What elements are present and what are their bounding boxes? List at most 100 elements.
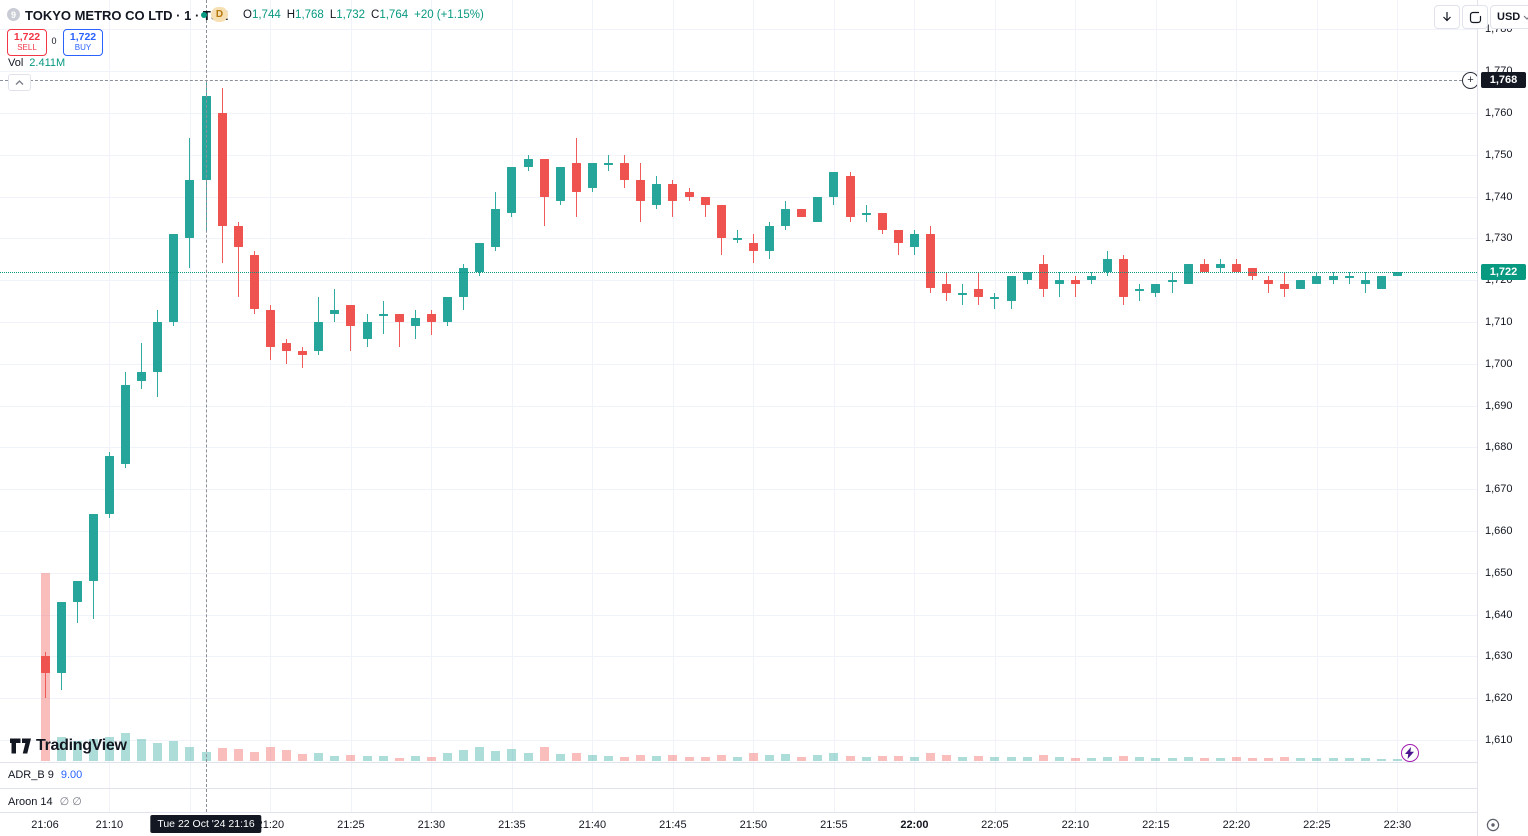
candle xyxy=(185,179,195,239)
volume-bar xyxy=(491,751,501,761)
candle-wick xyxy=(463,263,465,310)
volume-bar xyxy=(507,749,517,761)
candle xyxy=(298,351,308,356)
volume-bar xyxy=(1183,757,1193,761)
candle-wick xyxy=(205,79,207,231)
volume-bar xyxy=(620,757,630,761)
candle xyxy=(121,384,130,465)
candle xyxy=(1312,276,1322,285)
volume-bar xyxy=(346,755,356,761)
candle xyxy=(1087,276,1096,281)
go-to-realtime-icon[interactable] xyxy=(1486,818,1500,832)
candle-wick xyxy=(1042,255,1044,297)
candle xyxy=(813,196,823,222)
market-status-dot-icon xyxy=(201,12,207,18)
candle-wick xyxy=(640,163,642,222)
volume-bar xyxy=(990,757,1000,761)
sell-button[interactable]: 1,722 SELL xyxy=(7,29,47,56)
volume-bar xyxy=(475,747,485,761)
volume-bar xyxy=(443,753,452,761)
time-gridline xyxy=(753,0,755,812)
ohlc-readout: O1,744 H1,768 L1,732 C1,764 +20 (+1.15%) xyxy=(243,9,484,21)
collapse-legend-button[interactable] xyxy=(8,74,31,91)
tradingview-logo-icon xyxy=(10,738,31,754)
volume-bar xyxy=(137,739,147,761)
candle xyxy=(346,305,356,327)
candle-wick xyxy=(559,167,561,205)
candle-wick xyxy=(688,188,690,201)
candle xyxy=(426,313,436,322)
fullscreen-button[interactable] xyxy=(1462,5,1488,29)
candle-wick xyxy=(76,581,78,623)
indicator-aroon-row[interactable]: Aroon 14 ∅ ∅ xyxy=(8,795,82,808)
candle-wick xyxy=(624,154,626,189)
candle-wick xyxy=(897,230,899,256)
price-tick-label: 1,680 xyxy=(1485,441,1513,454)
candle xyxy=(990,296,1000,299)
candle-wick xyxy=(1155,284,1157,297)
price-gridline xyxy=(0,740,1477,741)
candle xyxy=(571,163,581,193)
candle xyxy=(942,284,952,293)
time-gridline xyxy=(672,0,674,812)
candle xyxy=(555,167,565,201)
candle xyxy=(282,342,291,352)
volume-bar xyxy=(1167,758,1177,761)
symbol-title[interactable]: TOKYO METRO CO LTD · 1 · TSE xyxy=(25,8,229,23)
candle xyxy=(587,163,597,189)
volume-bar xyxy=(813,755,823,761)
price-tick-label: 1,740 xyxy=(1485,190,1513,203)
price-gridline xyxy=(0,322,1477,323)
volume-bar xyxy=(1199,758,1209,761)
candle-wick xyxy=(237,221,239,297)
candle-wick xyxy=(141,342,143,389)
candle xyxy=(169,234,179,322)
volume-bar xyxy=(974,756,984,761)
volume-bar xyxy=(233,749,243,761)
candle-wick xyxy=(125,372,126,469)
candle xyxy=(410,317,420,327)
candle-wick xyxy=(994,292,996,310)
price-gridline xyxy=(0,363,1477,365)
candle-wick xyxy=(430,309,432,335)
volume-bar xyxy=(909,757,919,761)
time-tick-label: 21:50 xyxy=(739,819,768,831)
candle-wick xyxy=(785,200,787,231)
time-axis[interactable]: 21:06 21:10 21:20 21:25 21:30 21:35 21:40 21:45… xyxy=(0,812,1528,836)
volume-bar xyxy=(185,747,195,761)
pane-divider[interactable] xyxy=(0,788,1528,789)
candle-wick xyxy=(978,271,980,306)
volume-bar xyxy=(1006,757,1016,761)
volume-bar xyxy=(861,757,871,761)
candle xyxy=(668,184,678,201)
candle xyxy=(1264,280,1274,285)
buy-button[interactable]: 1,722 BUY xyxy=(63,29,103,56)
candle-wick xyxy=(752,234,754,264)
pane-divider[interactable] xyxy=(0,762,1528,763)
volume-bar xyxy=(781,754,791,761)
candle xyxy=(1392,271,1402,276)
volume-bar xyxy=(1328,758,1338,761)
indicator-adrb-row[interactable]: ADR_B 9 9.00 xyxy=(8,769,82,781)
candle xyxy=(765,225,774,251)
time-tick-label: 21:45 xyxy=(659,819,687,831)
time-tick-label: 22:00 xyxy=(900,819,929,831)
download-button[interactable] xyxy=(1434,5,1460,29)
candle-wick xyxy=(656,175,658,210)
candle-wick xyxy=(350,305,352,352)
volume-bar xyxy=(1103,757,1113,761)
instant-trading-button[interactable] xyxy=(1401,744,1419,762)
candle xyxy=(507,167,517,214)
candle-wick xyxy=(157,309,159,398)
price-gridline xyxy=(0,154,1477,156)
volume-bar xyxy=(1248,758,1257,761)
price-axis[interactable]: 1,7801,7701,7601,7501,7401,7301,7201,710… xyxy=(1477,0,1528,836)
chevron-up-icon xyxy=(15,80,24,85)
candle xyxy=(40,656,50,674)
candle xyxy=(233,225,243,247)
currency-dropdown[interactable]: USD xyxy=(1490,5,1528,29)
symbol-logo: 9 xyxy=(7,8,20,21)
tradingview-logo[interactable]: TradingView xyxy=(10,736,127,756)
time-gridline xyxy=(511,0,513,812)
